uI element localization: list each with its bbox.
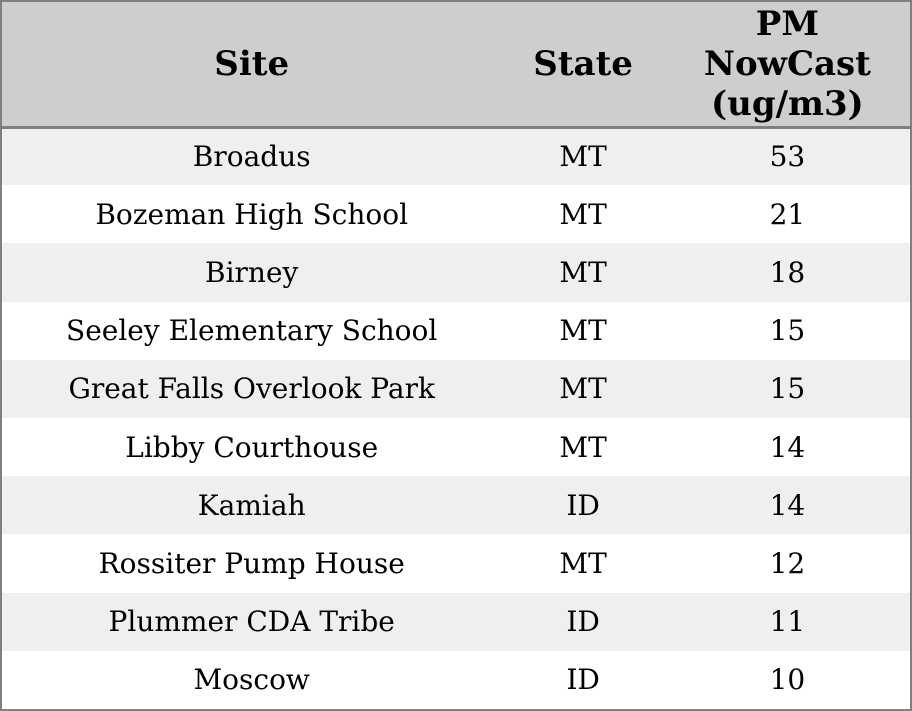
pm-cell: 14	[664, 476, 910, 535]
table-row: Broadus MT 53	[2, 127, 910, 186]
pm-cell: 21	[664, 185, 910, 244]
table-row: Great Falls Overlook Park MT 15	[2, 359, 910, 418]
pm-cell: 53	[664, 127, 910, 186]
column-header-site: Site	[2, 2, 502, 129]
site-cell: Great Falls Overlook Park	[2, 359, 502, 418]
site-cell: Birney	[2, 243, 502, 302]
state-cell: MT	[501, 185, 665, 244]
column-header-pm-nowcast-label: PM NowCast (ug/m3)	[703, 3, 871, 124]
pm-cell: 14	[664, 417, 910, 477]
table-row: Bozeman High School MT 21	[2, 185, 910, 244]
pm-cell: 15	[664, 359, 910, 418]
state-cell: ID	[501, 592, 665, 651]
state-cell: MT	[501, 127, 665, 186]
state-cell: MT	[501, 301, 665, 360]
state-cell: MT	[501, 359, 665, 418]
state-cell: ID	[501, 476, 665, 535]
state-cell: MT	[501, 417, 665, 477]
site-cell: Moscow	[2, 650, 502, 709]
pm-cell: 11	[664, 592, 910, 651]
state-cell: MT	[501, 534, 665, 593]
table-row: Libby Courthouse MT 14	[2, 417, 910, 477]
table-row: Birney MT 18	[2, 243, 910, 302]
pm-cell: 18	[664, 243, 910, 302]
table-row: Seeley Elementary School MT 15	[2, 301, 910, 360]
site-cell: Seeley Elementary School	[2, 301, 502, 360]
table-row: Moscow ID 10	[2, 650, 910, 709]
table-row: Kamiah ID 14	[2, 476, 910, 535]
site-cell: Kamiah	[2, 476, 502, 535]
state-cell: MT	[501, 243, 665, 302]
pm-cell: 15	[664, 301, 910, 360]
site-cell: Plummer CDA Tribe	[2, 592, 502, 651]
site-cell: Rossiter Pump House	[2, 534, 502, 593]
pm-cell: 10	[664, 650, 910, 709]
column-header-pm-nowcast: PM NowCast (ug/m3)	[664, 2, 910, 129]
column-header-site-label: Site	[214, 43, 290, 84]
table-row: Plummer CDA Tribe ID 11	[2, 592, 910, 651]
site-cell: Bozeman High School	[2, 185, 502, 244]
site-cell: Libby Courthouse	[2, 417, 502, 477]
pm-cell: 12	[664, 534, 910, 593]
site-cell: Broadus	[2, 127, 502, 186]
state-cell: ID	[501, 650, 665, 709]
header-row: Site State PM NowCast (ug/m3)	[2, 2, 910, 129]
table-row: Rossiter Pump House MT 12	[2, 534, 910, 593]
column-header-state-label: State	[533, 43, 633, 84]
column-header-state: State	[501, 2, 665, 129]
